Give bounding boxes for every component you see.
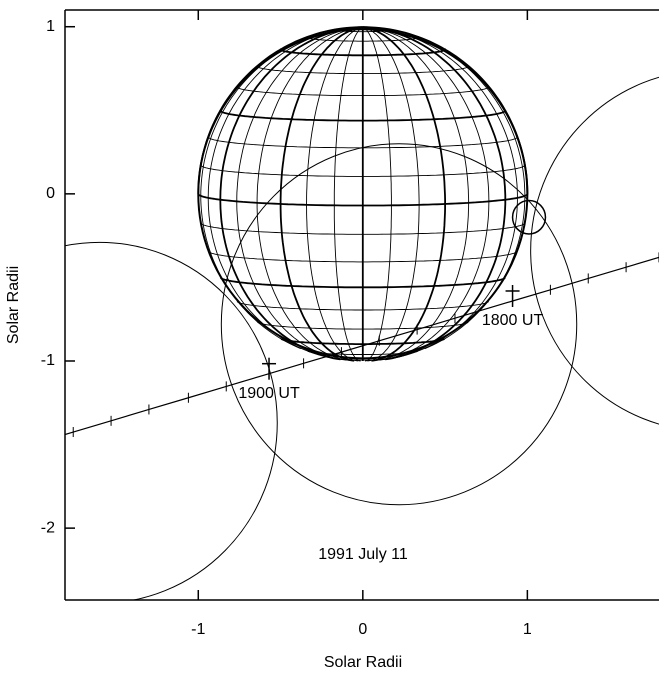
- shadow-circle: [220, 143, 578, 506]
- globe-grid: [236, 26, 363, 361]
- globe-grid: [200, 26, 363, 350]
- globe-grid: [362, 26, 526, 350]
- globe-grid: [362, 26, 529, 194]
- y-tick-label: 1: [46, 18, 55, 35]
- plot-area: [65, 26, 659, 600]
- globe-grid: [362, 26, 490, 361]
- hour-label: 1800 UT: [482, 312, 544, 329]
- annotation: 1991 July 11: [318, 546, 408, 563]
- globe-grid: [306, 26, 363, 362]
- x-tick-label: -1: [191, 621, 205, 638]
- globe-grid: [362, 26, 420, 362]
- x-axis-label: Solar Radii: [324, 654, 402, 671]
- shadow-circle: [511, 199, 547, 235]
- y-tick-label: 0: [46, 185, 55, 202]
- globe-grid: [207, 26, 363, 359]
- globe-grid: [279, 26, 363, 362]
- globe-grid: [197, 26, 363, 194]
- globe-grid: [362, 26, 470, 362]
- globe-grid: [362, 26, 518, 359]
- globe-grid: [256, 26, 363, 362]
- globe-grid: [219, 26, 363, 361]
- globe-grid: [362, 26, 446, 362]
- y-tick-label: -2: [41, 519, 55, 536]
- globe-grid: [333, 26, 364, 362]
- shadow-circle: [65, 241, 278, 600]
- hour-label: 1900 UT: [238, 385, 300, 402]
- y-tick-label: -1: [41, 352, 55, 369]
- shadow-circle: [530, 76, 659, 425]
- globe-grid: [362, 26, 507, 361]
- y-axis-label: Solar Radii: [5, 266, 22, 344]
- x-tick-label: 0: [358, 621, 367, 638]
- globe-grid: [362, 26, 392, 362]
- x-tick-label: 1: [523, 621, 532, 638]
